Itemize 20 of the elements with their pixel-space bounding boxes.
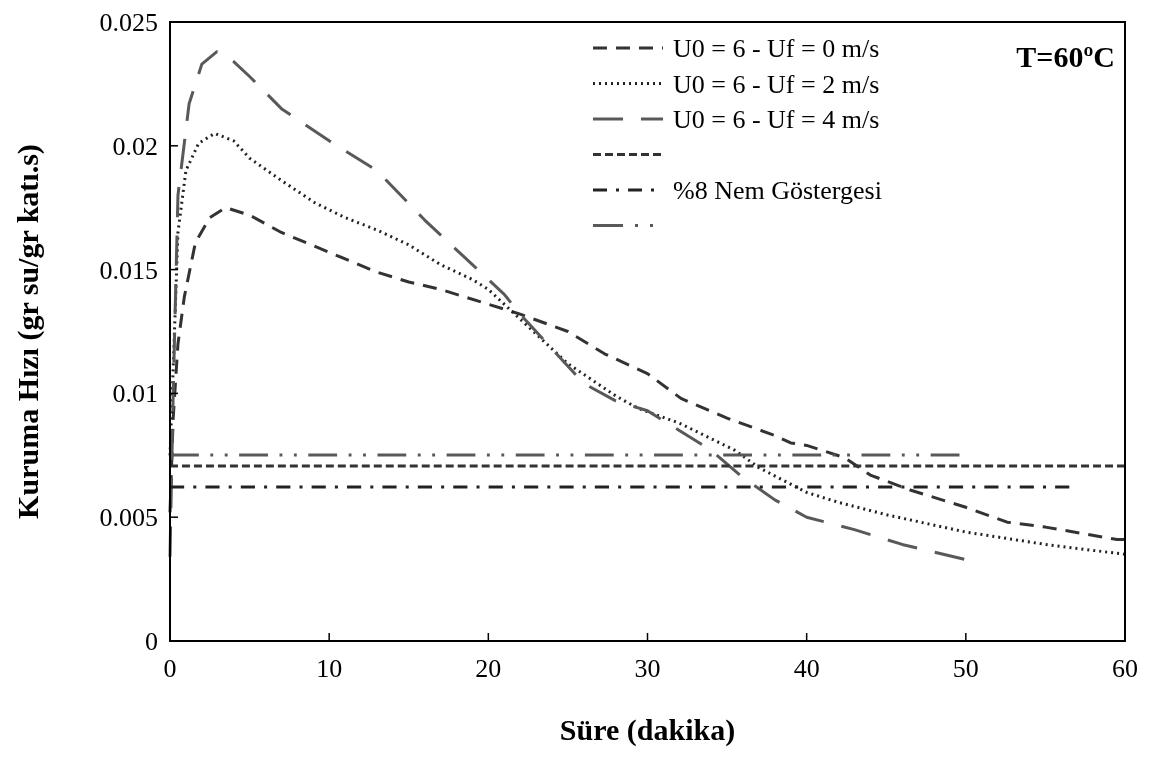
x-tick-label: 30 [634, 654, 661, 683]
y-tick-label: 0.02 [112, 131, 158, 161]
legend-label: U0 = 6 - Uf = 0 m/s [673, 34, 880, 63]
y-tick-label: 0.005 [99, 503, 158, 533]
legend-label: U0 = 6 - Uf = 4 m/s [673, 105, 880, 134]
x-tick-label: 20 [475, 654, 502, 683]
legend-label: U0 = 6 - Uf = 2 m/s [673, 69, 880, 99]
y-tick-label: 0.01 [112, 379, 158, 409]
y-tick-label: 0.025 [99, 8, 158, 37]
x-tick-label: 40 [793, 654, 820, 683]
y-tick-label: 0.015 [99, 255, 158, 285]
x-axis-title: Süre (dakika) [559, 713, 736, 747]
y-tick-label: 0 [145, 627, 158, 656]
annotation: T=60ºC [1016, 40, 1115, 73]
x-tick-label: 10 [316, 654, 343, 683]
x-tick-label: 0 [163, 654, 177, 683]
legend-label: %8 Nem Göstergesi [673, 176, 882, 205]
x-tick-label: 60 [1112, 654, 1138, 683]
x-tick-label: 50 [952, 654, 979, 683]
y-axis-title: Kuruma Hızı (gr su/gr katı.s) [11, 144, 45, 519]
